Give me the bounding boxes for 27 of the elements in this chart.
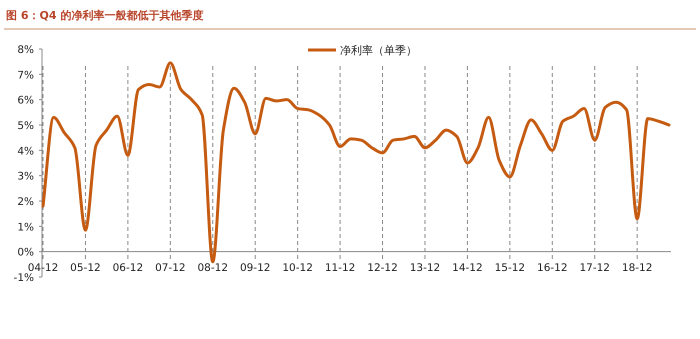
y-tick-label: 0% <box>17 246 34 259</box>
x-tick-label: 15-12 <box>494 262 526 274</box>
x-tick-label: 10-12 <box>282 262 313 274</box>
y-tick-label: 5% <box>17 120 34 132</box>
x-tick-label: 07-12 <box>155 262 186 274</box>
x-tick-label: 08-12 <box>198 262 228 274</box>
y-tick-label: 1% <box>17 221 34 234</box>
chart-title: 图 6：Q4 的净利率一般都低于其他季度 <box>6 9 204 22</box>
y-tick-label: 2% <box>17 196 34 208</box>
x-tick-label: 13-12 <box>410 262 440 274</box>
x-tick-label: 18-12 <box>622 262 652 274</box>
x-tick-label: 04-12 <box>28 262 58 274</box>
x-tick-label: 12-12 <box>367 262 398 274</box>
x-tick-label: 17-12 <box>579 262 610 274</box>
x-tick-label: 14-12 <box>452 262 483 274</box>
y-tick-label: 4% <box>17 145 34 158</box>
y-tick-label: 7% <box>17 69 34 82</box>
x-tick-label: 11-12 <box>324 262 356 274</box>
legend-label: 净利率（单季） <box>340 44 417 57</box>
y-tick-label: 3% <box>17 170 34 183</box>
y-tick-label: 6% <box>17 94 34 107</box>
x-tick-label: 06-12 <box>112 262 144 274</box>
y-tick-label: 8% <box>17 44 34 56</box>
x-tick-label: 09-12 <box>240 262 270 274</box>
x-tick-label: 05-12 <box>70 262 101 274</box>
y-tick-label: -1% <box>14 272 34 284</box>
x-tick-label: 16-12 <box>537 262 568 274</box>
